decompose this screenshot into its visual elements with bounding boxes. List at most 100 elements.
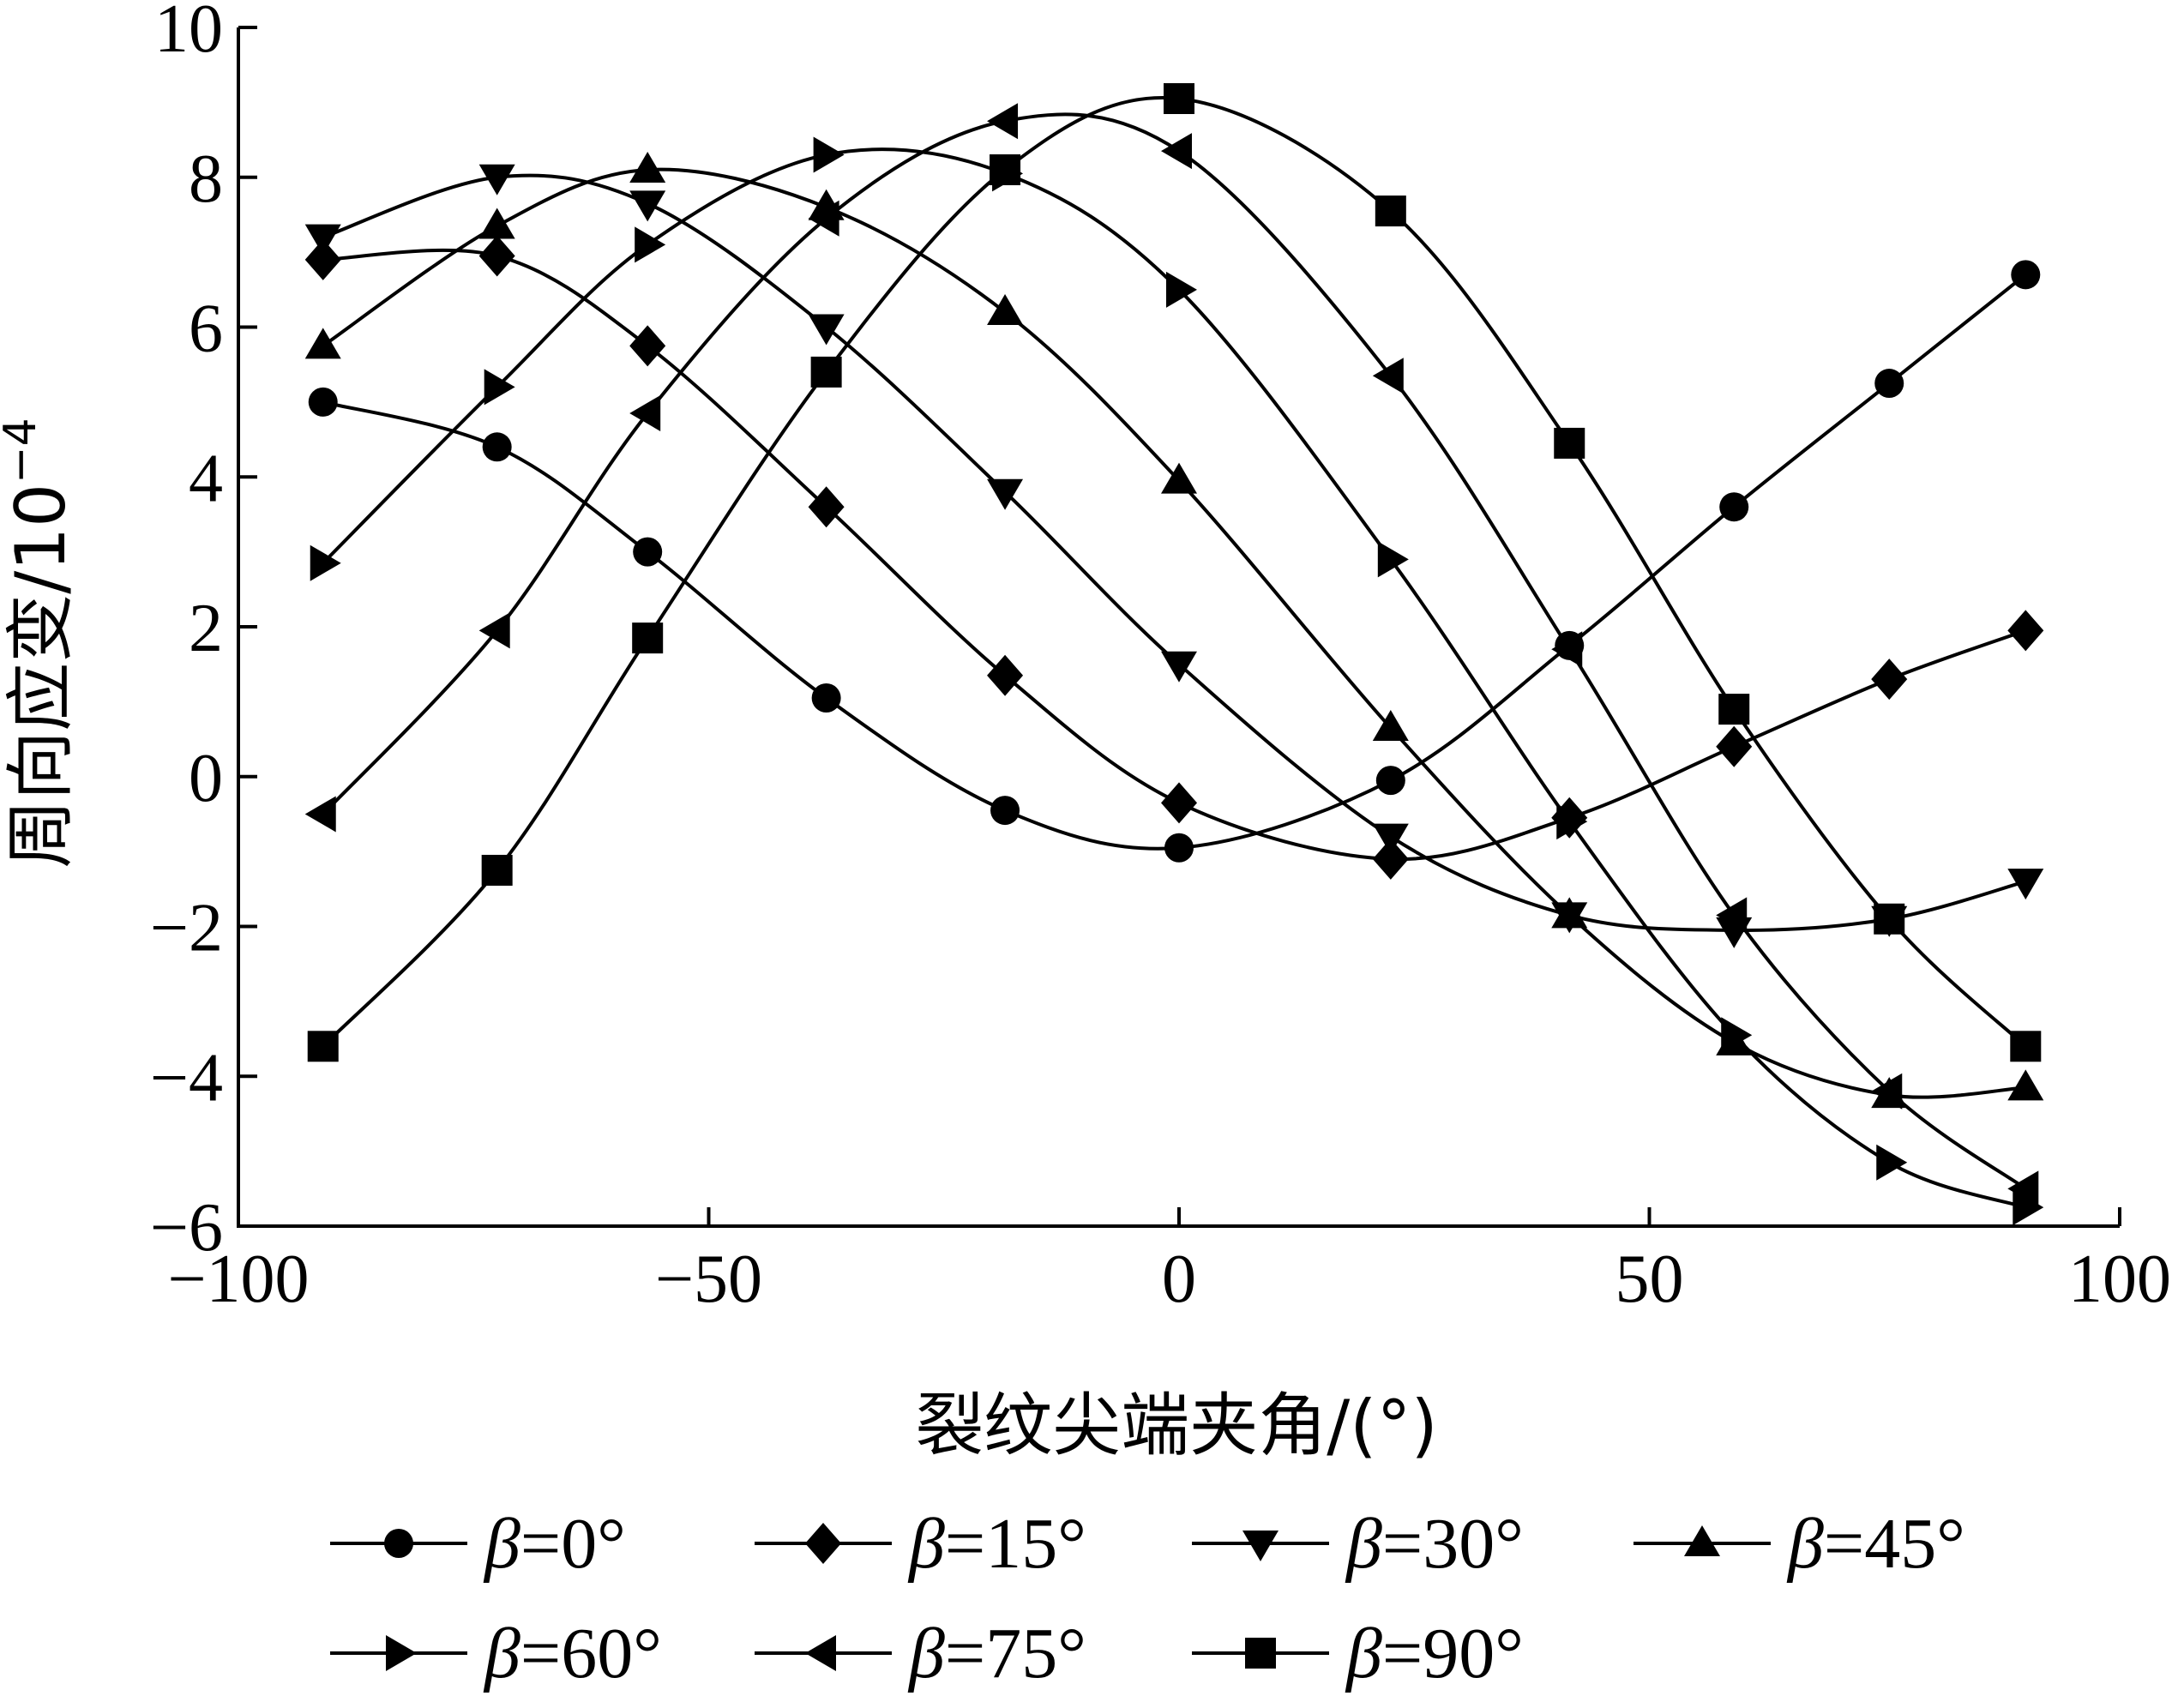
data-point xyxy=(1161,651,1197,683)
data-point xyxy=(308,387,338,417)
data-point xyxy=(1871,659,1908,701)
data-point xyxy=(304,328,341,359)
data-point xyxy=(1551,631,1583,668)
data-point xyxy=(629,152,666,183)
y-axis-title-exponent: −4 xyxy=(0,418,46,484)
series-line xyxy=(322,167,2026,1099)
data-point xyxy=(633,537,663,567)
data-point xyxy=(629,325,666,367)
legend-marker xyxy=(1684,1525,1720,1556)
data-point xyxy=(1375,766,1405,796)
data-point xyxy=(629,190,666,222)
data-point xyxy=(2007,1170,2039,1207)
data-point xyxy=(304,796,336,833)
data-point xyxy=(987,103,1019,140)
data-point xyxy=(1871,1073,1903,1110)
legend-item: β=45° xyxy=(1633,1504,1965,1584)
x-tick-label: −50 xyxy=(655,1242,762,1317)
data-point xyxy=(1372,709,1409,741)
data-point xyxy=(478,612,510,649)
data-point xyxy=(1166,271,1197,308)
data-point xyxy=(1375,195,1406,227)
data-point xyxy=(808,200,839,237)
series-line xyxy=(322,147,2026,1210)
y-tick-label: −2 xyxy=(150,891,223,966)
data-point xyxy=(629,394,661,431)
data-point xyxy=(2007,610,2044,652)
data-point xyxy=(478,164,515,195)
legend-label: β=30° xyxy=(1345,1504,1524,1584)
data-point xyxy=(990,154,1021,186)
legend-label: β=0° xyxy=(483,1504,626,1584)
data-point xyxy=(1716,897,1748,934)
data-point xyxy=(808,486,845,528)
data-point xyxy=(1161,782,1197,824)
data-point xyxy=(811,683,841,713)
legend-item: β=15° xyxy=(755,1504,1086,1584)
x-tick-label: −100 xyxy=(167,1242,309,1317)
data-point xyxy=(1718,694,1750,725)
legend-label: β=90° xyxy=(1345,1614,1524,1693)
y-axis-title-text: 周向应变/10 xyxy=(1,484,81,869)
axes xyxy=(237,27,2120,1228)
y-tick-label: 6 xyxy=(189,292,223,367)
data-point xyxy=(632,622,664,654)
data-point xyxy=(1556,803,1588,840)
legend-item: β=75° xyxy=(755,1614,1086,1693)
data-point xyxy=(987,654,1024,696)
x-tick-label: 100 xyxy=(2068,1242,2171,1317)
series-layer xyxy=(304,83,2044,1226)
data-point xyxy=(1719,492,1749,522)
data-point xyxy=(482,432,512,462)
data-point xyxy=(304,224,341,256)
legend-label: β=45° xyxy=(1786,1504,1965,1584)
data-point xyxy=(1874,903,1905,935)
data-point xyxy=(987,478,1024,510)
legend-label: β=75° xyxy=(907,1614,1086,1693)
data-point xyxy=(1554,427,1585,459)
data-point xyxy=(1372,823,1409,855)
data-point xyxy=(1372,358,1404,394)
x-axis-title: 裂纹尖端夹角/(°) xyxy=(915,1386,1437,1465)
legend-marker xyxy=(1242,1531,1279,1561)
data-point xyxy=(808,314,845,346)
x-tick-label: 50 xyxy=(1615,1242,1684,1317)
data-point xyxy=(1372,838,1409,880)
data-point xyxy=(2007,869,2044,900)
data-point xyxy=(484,369,515,406)
x-tick-label: 0 xyxy=(1162,1242,1196,1317)
series-line xyxy=(322,96,2027,1048)
y-axis-ticks: −6 −4 −2 0 2 4 6 8 10 xyxy=(150,0,257,1266)
legend-item: β=60° xyxy=(330,1614,662,1693)
legend-label: β=15° xyxy=(907,1504,1086,1584)
data-point xyxy=(1161,462,1197,494)
data-point xyxy=(2013,1189,2044,1226)
y-tick-label: 0 xyxy=(189,741,223,816)
y-tick-label: −4 xyxy=(150,1040,223,1116)
legend-label: β=60° xyxy=(483,1614,662,1693)
data-point xyxy=(987,294,1024,326)
data-point xyxy=(1377,541,1409,578)
y-tick-label: 10 xyxy=(154,0,223,67)
y-tick-label: 8 xyxy=(189,141,223,217)
data-point xyxy=(310,544,341,581)
data-point xyxy=(990,796,1020,826)
data-point xyxy=(2010,1031,2042,1062)
legend-marker xyxy=(805,1523,841,1564)
data-point xyxy=(1721,1017,1753,1054)
legend-marker xyxy=(1245,1638,1276,1669)
data-point xyxy=(1876,1144,1908,1181)
series-triangle-right xyxy=(310,136,2044,1226)
data-point xyxy=(304,238,341,280)
data-point xyxy=(813,136,845,173)
data-point xyxy=(1874,369,1904,399)
series-line xyxy=(322,112,2027,1190)
data-point xyxy=(1551,897,1588,929)
legend: β=0° β=15° β=30° β=45° β=60° β=75° β=90° xyxy=(330,1504,1965,1693)
series-square xyxy=(307,83,2042,1062)
axis-spines xyxy=(237,27,2120,1228)
data-point xyxy=(1716,725,1753,767)
y-axis-title: 周向应变/10−4 xyxy=(0,418,81,868)
legend-marker xyxy=(805,1635,836,1671)
